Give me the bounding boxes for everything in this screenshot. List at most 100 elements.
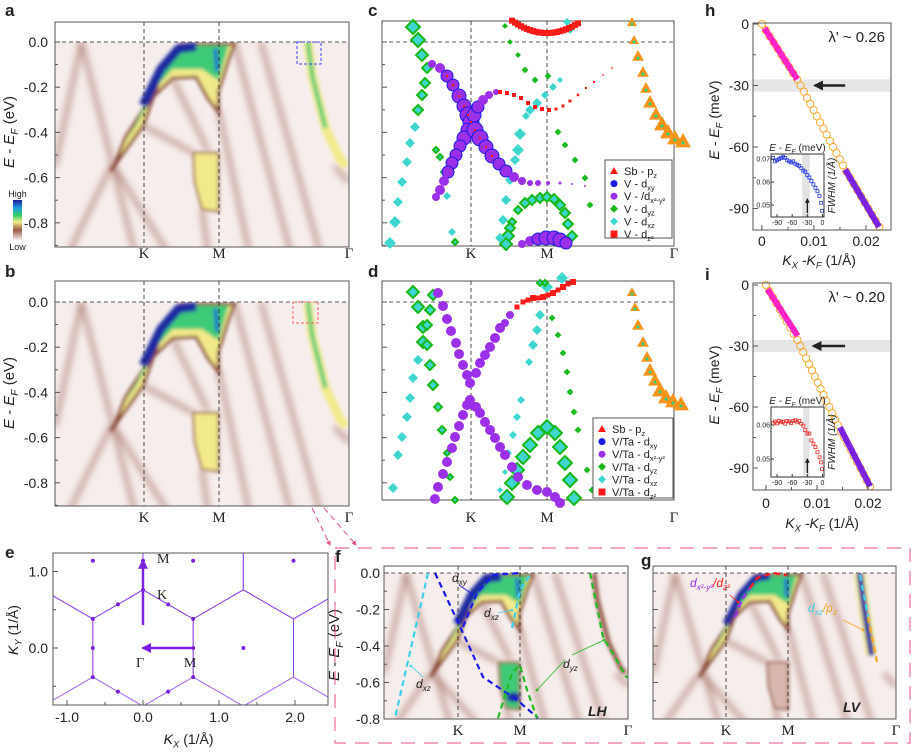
orbital-marker-circle — [465, 378, 475, 388]
orbital-marker-square — [467, 114, 469, 116]
orbital-marker-diamond — [408, 373, 418, 383]
orbital-marker-diamond — [393, 450, 403, 460]
fwhm-point — [811, 441, 816, 446]
band-trace — [68, 165, 114, 247]
legend-marker-square — [598, 488, 606, 496]
fwhm-point — [801, 423, 806, 428]
orbital-marker-square — [479, 137, 481, 139]
fwhm-point — [785, 419, 790, 423]
orbital-marker-center — [644, 88, 648, 92]
fwhm-point — [805, 431, 810, 436]
connector-line — [323, 507, 357, 546]
k-point-dot — [90, 675, 95, 680]
y-tick-label: -0.8 — [24, 475, 48, 491]
orbital-marker-circle — [485, 425, 495, 435]
inset-y-tick-label: 0.05 — [756, 456, 770, 463]
orbital-marker-diamond — [405, 393, 415, 403]
orbital-marker-center — [654, 114, 658, 118]
orbital-marker-diamond — [535, 310, 545, 320]
orbital-marker-diamond — [404, 18, 422, 36]
x-tick-label: K — [721, 723, 732, 739]
orbital-marker-diamond — [525, 358, 533, 366]
orbital-marker-square — [470, 121, 472, 123]
dyz-m-trace — [496, 662, 539, 719]
band-trace — [664, 671, 702, 719]
orbital-marker-center — [636, 325, 640, 329]
text-part: V - d — [624, 204, 647, 216]
orbital-marker-diamond — [586, 201, 594, 209]
arrow-head — [409, 664, 413, 668]
orbital-marker-square — [446, 75, 448, 77]
high-symmetry-label: K — [157, 588, 167, 603]
annotation-arrow — [410, 665, 424, 678]
orbital-marker-diamond — [549, 83, 557, 91]
y-tick-label: -0.8 — [24, 215, 48, 231]
orbital-marker-triangle — [648, 373, 662, 386]
subscript: xz — [647, 221, 655, 230]
band-trace — [798, 573, 849, 719]
dxz-trace — [858, 574, 870, 618]
orbital-marker-diamond — [561, 471, 579, 489]
orbital-marker-square — [545, 292, 551, 298]
legend-entry-label: V/Ta - dx²-y² — [612, 449, 665, 463]
band-trace — [820, 573, 874, 719]
orbital-marker-circle — [478, 95, 488, 105]
plot-frame — [52, 552, 329, 706]
subscript: z — [641, 429, 645, 438]
inset-y-tick-label: 0.06 — [756, 423, 770, 430]
band-group — [384, 573, 628, 719]
x-tick-label: 0.02 — [854, 495, 881, 511]
text-part: V/Ta - d — [612, 487, 650, 499]
fwhm-point — [807, 175, 812, 180]
annotation-arrow — [458, 584, 473, 595]
orbital-marker-square — [602, 74, 604, 76]
band-trace — [142, 123, 195, 155]
fwhm-point — [775, 421, 779, 426]
subscript: F — [715, 121, 726, 128]
text-part: Sb - p — [612, 424, 641, 436]
orbital-marker-diamond — [574, 426, 582, 434]
orbital-marker-diamond — [581, 174, 589, 182]
orbital-marker-triangle — [627, 17, 637, 26]
band-trace — [530, 573, 581, 719]
fwhm-point — [781, 419, 786, 424]
inset-y-axis-label: FWHM (1/Å) — [825, 414, 838, 470]
orbital-marker-circle — [446, 326, 456, 336]
fwhm-inset: -90 -60 -30 00.070.060.05E - EF (meV)FWHM (… — [756, 143, 838, 227]
band-trace — [747, 601, 782, 662]
orbital-marker-diamond — [498, 215, 508, 225]
orbital-marker-circle — [527, 180, 533, 186]
band-trace — [403, 573, 452, 719]
arrow-head — [470, 592, 474, 596]
orbital-marker-square — [485, 146, 487, 148]
main-band-green — [125, 305, 229, 404]
orbital-marker-center — [630, 22, 634, 26]
text-part: d — [452, 571, 459, 585]
text-part: (eV) — [1, 357, 18, 390]
panel-letter-f: f — [335, 547, 341, 566]
fwhm-point — [813, 445, 818, 449]
text-part: V/Ta - d — [612, 462, 650, 474]
band-trace — [772, 707, 781, 719]
orbital-marker-triangle — [637, 336, 649, 347]
band-trace — [216, 109, 251, 247]
annotation-arrow — [536, 659, 566, 691]
orbital-marker-circle — [490, 333, 500, 343]
x-tick-label: K — [466, 510, 477, 526]
subscript: F — [335, 641, 346, 648]
legend-entry-label: Sb - pz — [612, 424, 645, 438]
orbital-marker-circle — [432, 193, 440, 201]
x-tick-label: 2.0 — [285, 709, 305, 725]
annotation-dxy: dxy — [452, 571, 468, 587]
subscript: Y — [14, 639, 25, 646]
x-tick-label: K — [453, 723, 464, 739]
orbital-marker-diamond — [498, 236, 514, 252]
m-point-dot — [166, 602, 171, 607]
orbital-marker-center — [673, 138, 677, 142]
orbital-marker-diamond — [495, 233, 505, 243]
subscript: x²-y² — [650, 454, 665, 463]
y-axis-label: E - EF (eV) — [1, 96, 21, 168]
orbital-marker-circle — [428, 60, 436, 68]
plot-frame — [383, 565, 629, 720]
